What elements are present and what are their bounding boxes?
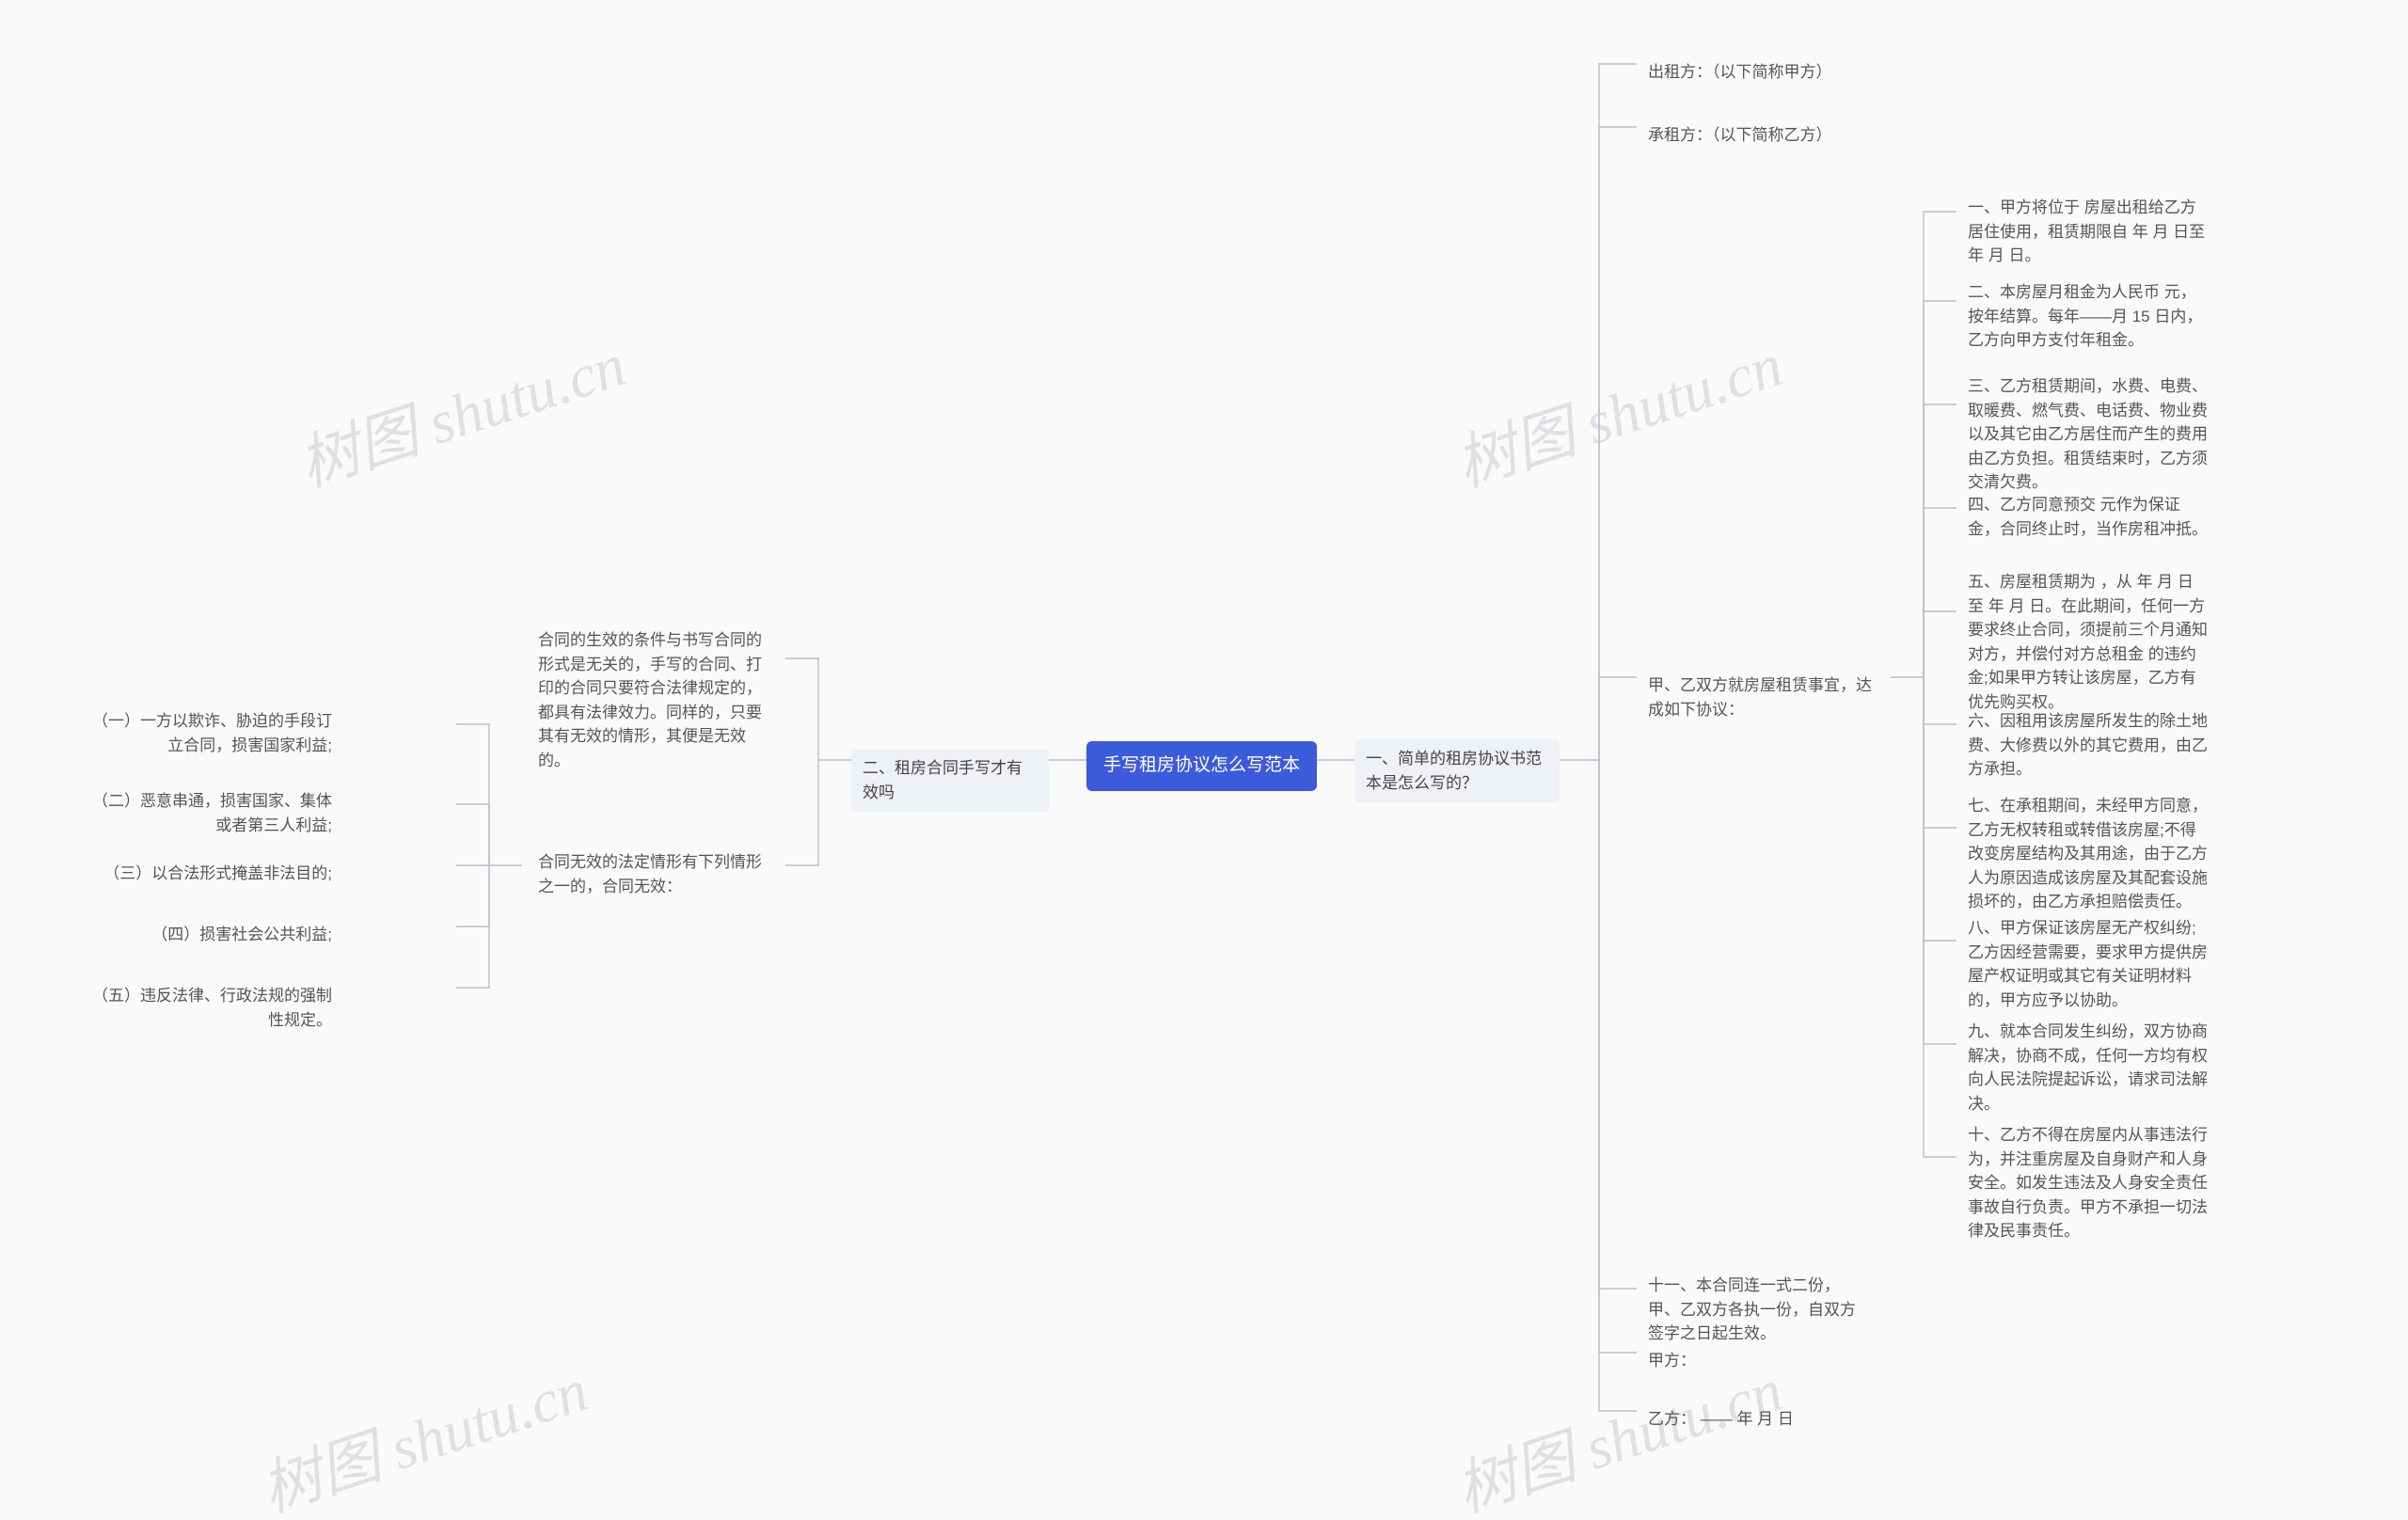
invalid-1[interactable]: （一）一方以欺诈、胁迫的手段订立合同，损害国家利益; bbox=[80, 702, 343, 765]
node-validity-explain[interactable]: 合同的生效的条件与书写合同的形式是无关的，手写的合同、打印的合同只要符合法律规定… bbox=[527, 621, 785, 780]
invalid-4[interactable]: （四）损害社会公共利益; bbox=[80, 915, 343, 955]
watermark: 树图 shutu.cn bbox=[287, 317, 635, 503]
clause-5[interactable]: 五、房屋租赁期为 ，从 年 月 日至 年 月 日。在此期间，任何一方要求终止合同… bbox=[1956, 562, 2220, 721]
invalid-2[interactable]: （二）恶意串通，损害国家、集体或者第三人利益; bbox=[80, 782, 343, 845]
clause-10[interactable]: 十、乙方不得在房屋内从事违法行为，并注重房屋及自身财产和人身安全。如发生违法及人… bbox=[1956, 1116, 2220, 1251]
node-lessee[interactable]: 承租方：（以下简称乙方） bbox=[1637, 116, 1844, 155]
node-party-b[interactable]: 乙方： —— 年 月 日 bbox=[1637, 1400, 1805, 1439]
watermark: 树图 shutu.cn bbox=[1444, 317, 1792, 503]
node-agreement[interactable]: 甲、乙双方就房屋租赁事宜，达成如下协议： bbox=[1637, 666, 1891, 729]
invalid-3[interactable]: （三）以合法形式掩盖非法目的; bbox=[80, 854, 343, 894]
clause-9[interactable]: 九、就本合同发生纠纷，双方协商解决，协商不成，任何一方均有权向人民法院提起诉讼，… bbox=[1956, 1012, 2220, 1123]
clause-2[interactable]: 二、本房屋月租金为人民币 元，按年结算。每年——月 15 日内，乙方向甲方支付年… bbox=[1956, 273, 2220, 360]
clause-6[interactable]: 六、因租用该房屋所发生的除土地费、大修费以外的其它费用，由乙方承担。 bbox=[1956, 702, 2220, 789]
node-invalid-situations[interactable]: 合同无效的法定情形有下列情形之一的，合同无效： bbox=[527, 843, 785, 906]
node-lessor[interactable]: 出租方：（以下简称甲方） bbox=[1637, 53, 1844, 92]
clause-4[interactable]: 四、乙方同意预交 元作为保证金，合同终止时，当作房租冲抵。 bbox=[1956, 485, 2220, 548]
mindmap-root[interactable]: 手写租房协议怎么写范本 bbox=[1086, 741, 1317, 791]
clause-3[interactable]: 三、乙方租赁期间，水费、电费、取暖费、燃气费、电话费、物业费以及其它由乙方居住而… bbox=[1956, 367, 2220, 502]
branch-left[interactable]: 二、租房合同手写才有效吗 bbox=[851, 749, 1049, 812]
clause-8[interactable]: 八、甲方保证该房屋无产权纠纷;乙方因经营需要，要求甲方提供房屋产权证明或其它有关… bbox=[1956, 909, 2220, 1020]
node-party-a[interactable]: 甲方： bbox=[1637, 1341, 1707, 1381]
watermark: 树图 shutu.cn bbox=[249, 1342, 597, 1520]
invalid-5[interactable]: （五）违反法律、行政法规的强制性规定。 bbox=[80, 976, 343, 1039]
branch-right[interactable]: 一、简单的租房协议书范本是怎么写的？ bbox=[1354, 739, 1560, 802]
clause-1[interactable]: 一、甲方将位于 房屋出租给乙方居住使用，租赁期限自 年 月 日至 年 月 日。 bbox=[1956, 188, 2220, 276]
node-article-11[interactable]: 十一、本合同连一式二份，甲、乙双方各执一份，自双方签字之日起生效。 bbox=[1637, 1266, 1881, 1354]
clause-7[interactable]: 七、在承租期间，未经甲方同意，乙方无权转租或转借该房屋;不得改变房屋结构及其用途… bbox=[1956, 786, 2220, 922]
